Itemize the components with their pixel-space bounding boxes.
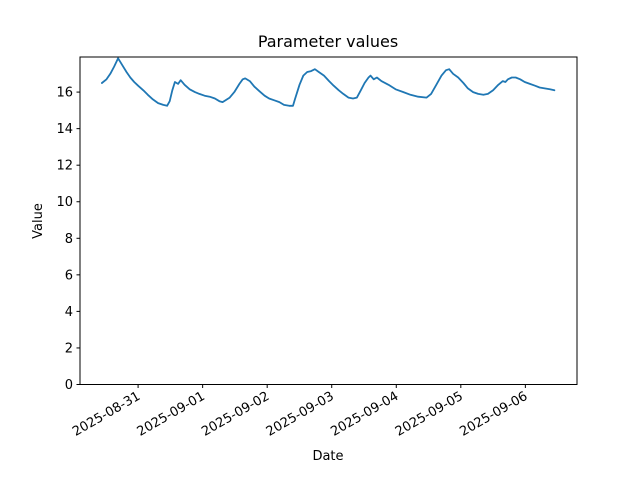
x-axis-ticks: 2025-08-312025-09-012025-09-022025-09-03… bbox=[70, 384, 530, 440]
y-tick-label: 2 bbox=[65, 341, 73, 356]
y-tick-label: 10 bbox=[56, 195, 73, 210]
y-tick-label: 0 bbox=[65, 378, 73, 393]
y-tick-label: 8 bbox=[65, 232, 73, 247]
y-tick-label: 16 bbox=[56, 86, 73, 101]
y-tick-label: 14 bbox=[56, 122, 73, 137]
x-tick-label: 2025-09-03 bbox=[264, 389, 337, 440]
data-series-line bbox=[101, 57, 556, 107]
x-tick-label: 2025-08-31 bbox=[70, 389, 143, 440]
y-tick-label: 6 bbox=[65, 268, 73, 283]
x-tick-label: 2025-09-01 bbox=[135, 389, 208, 440]
y-axis-ticks: 0 2 4 6 8 10 12 14 16 bbox=[56, 86, 80, 393]
x-tick-label: 2025-09-04 bbox=[328, 389, 401, 440]
chart-title: Parameter values bbox=[258, 32, 398, 51]
x-tick-label: 2025-09-02 bbox=[199, 389, 272, 440]
y-tick-label: 12 bbox=[56, 159, 73, 174]
x-tick-label: 2025-09-06 bbox=[457, 389, 530, 440]
y-tick-label: 4 bbox=[65, 305, 73, 320]
y-axis-title: Value bbox=[31, 203, 46, 239]
x-tick-label: 2025-09-05 bbox=[393, 389, 466, 440]
plot-area-border bbox=[79, 56, 578, 385]
x-axis-title: Date bbox=[312, 449, 343, 464]
